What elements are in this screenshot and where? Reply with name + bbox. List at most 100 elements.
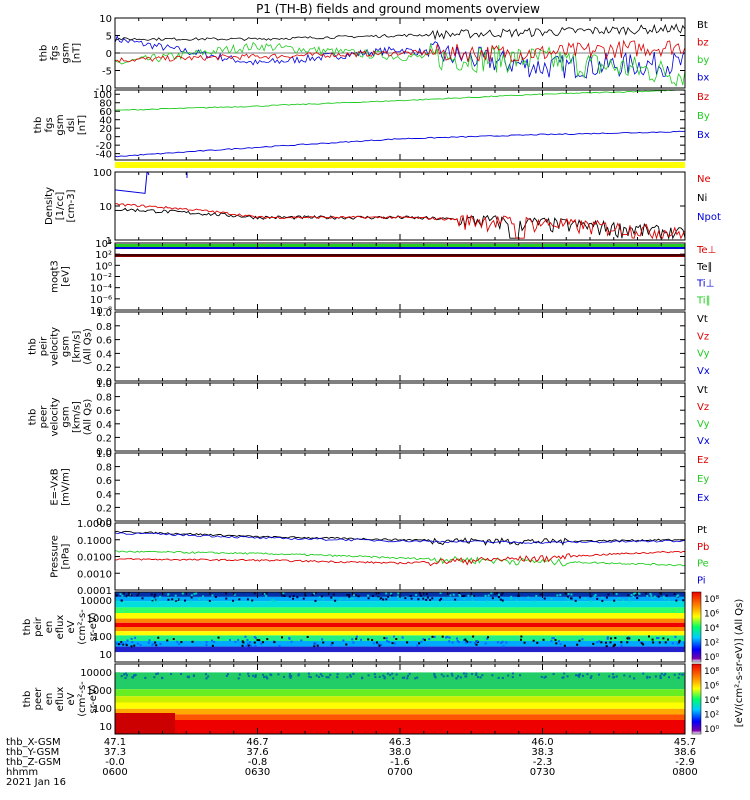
spectrogram-speckle: [433, 674, 436, 677]
spectrogram-speckle: [170, 673, 173, 676]
spectrogram-speckle: [395, 673, 398, 676]
spectrogram-speckle: [134, 636, 137, 639]
xaxis-value: -0.8: [248, 757, 268, 768]
spectrogram-speckle: [292, 597, 295, 600]
spectrogram-speckle: [202, 595, 205, 598]
spectrogram-speckle: [612, 645, 615, 648]
spectrogram-speckle: [667, 598, 670, 601]
legend-Vy: Vy: [697, 419, 710, 430]
spectrogram-speckle: [608, 675, 611, 678]
ytick-label: 100: [93, 90, 112, 101]
spectrogram-speckle: [254, 674, 257, 677]
ylabel-temp: [eV]: [61, 266, 72, 287]
spectrogram-speckle: [288, 673, 291, 676]
spectrogram-speckle: [153, 676, 156, 679]
spectrogram-speckle: [283, 594, 286, 597]
ytick-label: 0.4: [96, 490, 112, 501]
spectrogram-speckle: [406, 677, 409, 680]
spectrogram-speckle: [254, 675, 257, 678]
spectrogram-speckle: [334, 599, 337, 602]
ytick-label: 5: [106, 32, 112, 43]
ytick-label: 0.8: [96, 322, 112, 333]
spectrogram-speckle: [353, 594, 356, 597]
spectrogram-speckle: [651, 638, 654, 641]
spectrogram-speckle: [225, 674, 228, 677]
spectrogram-speckle: [647, 635, 650, 638]
ylabel-fgs: gsm: [61, 42, 72, 63]
spectrogram-speckle: [677, 676, 680, 679]
spectrogram-speckle: [355, 637, 358, 640]
spectrogram-band: [115, 652, 685, 658]
spectrogram-speckle: [416, 644, 419, 647]
spectrogram-speckle: [532, 639, 535, 642]
spectrogram-speckle: [516, 594, 519, 597]
ylabel-espec: eV: [66, 692, 77, 705]
spectrogram-speckle: [418, 642, 421, 645]
spectrogram-speckle: [318, 675, 321, 678]
spectrogram-speckle: [601, 596, 604, 599]
spectrogram-speckle: [167, 593, 170, 596]
spectrogram-speckle: [393, 642, 396, 645]
spectrogram-speckle: [484, 642, 487, 645]
spectrogram-speckle: [247, 644, 250, 647]
spectrogram-speckle: [207, 675, 210, 678]
spectrogram-speckle: [440, 597, 443, 600]
spectrogram-speckle: [607, 593, 610, 596]
spectrogram-speckle: [288, 636, 291, 639]
ylabel-efield: E=-VxB: [50, 468, 61, 505]
ytick-label: 10000: [80, 668, 112, 679]
panel-espec: thb peer en eflux eV (cm²-s-sr-eV) 10000 1000 10…: [22, 663, 686, 735]
panel-frame: [114, 311, 686, 382]
spectrogram-speckle: [150, 593, 153, 596]
spectrogram-speckle: [423, 638, 426, 641]
spectrogram-speckle: [626, 637, 629, 640]
spectrogram-speckle: [457, 675, 460, 678]
spectrogram-speckle: [213, 640, 216, 643]
spectrogram-speckle: [612, 673, 615, 676]
spectrogram-speckle: [448, 636, 451, 639]
spectrogram-speckle: [380, 643, 383, 646]
spectrogram-speckle: [461, 595, 464, 598]
spectrogram-speckle: [590, 675, 593, 678]
spectrogram-speckle: [497, 598, 500, 601]
legend-Vz: Vz: [697, 331, 709, 342]
spectrogram-speckle: [392, 677, 395, 680]
spectrogram-speckle: [361, 677, 364, 680]
spectrogram-speckle: [397, 597, 400, 600]
spectrogram-speckle: [338, 598, 341, 601]
ytick-label: 0.4: [96, 420, 112, 431]
spectrogram-speckle: [452, 593, 455, 596]
spectrogram-speckle: [622, 598, 625, 601]
ytick-label: 0.2: [96, 503, 112, 514]
spectrogram-speckle: [542, 638, 545, 641]
spectrogram-speckle: [378, 644, 381, 647]
spectrogram-speckle: [336, 673, 339, 676]
ytick-label: 0.8: [96, 463, 112, 474]
spectrogram-speckle: [609, 637, 612, 640]
spectrogram-speckle: [664, 597, 667, 600]
spectrogram-speckle: [300, 639, 303, 642]
spectrogram-speckle: [247, 675, 250, 678]
spectrogram-speckle: [646, 594, 649, 597]
spectrogram-speckle: [414, 677, 417, 680]
spectrogram-speckle: [296, 596, 299, 599]
spectrogram-speckle: [115, 594, 118, 597]
spectrogram-speckle: [540, 675, 543, 678]
spectrogram-speckle: [157, 636, 160, 639]
spectrogram-speckle: [385, 598, 388, 601]
spectrogram-speckle: [406, 641, 409, 644]
ylabel-fgsdsl: thb: [33, 117, 44, 134]
spectrogram-speckle: [627, 594, 630, 597]
spectrogram-speckle: [628, 599, 631, 602]
spectrogram-speckle: [357, 595, 360, 598]
spectrogram-speckle: [151, 643, 154, 646]
spectrogram-speckle: [633, 592, 636, 595]
panel-frame: [114, 452, 686, 522]
spectrogram-speckle: [249, 598, 252, 601]
ytick-label: 0.4: [96, 349, 112, 360]
spectrogram-speckle: [561, 676, 564, 679]
spectrogram-band: [115, 596, 685, 602]
ylabel-efield: [mV/m]: [61, 468, 72, 506]
spectrogram-speckle: [544, 675, 547, 678]
spectrogram-speckle: [570, 593, 573, 596]
